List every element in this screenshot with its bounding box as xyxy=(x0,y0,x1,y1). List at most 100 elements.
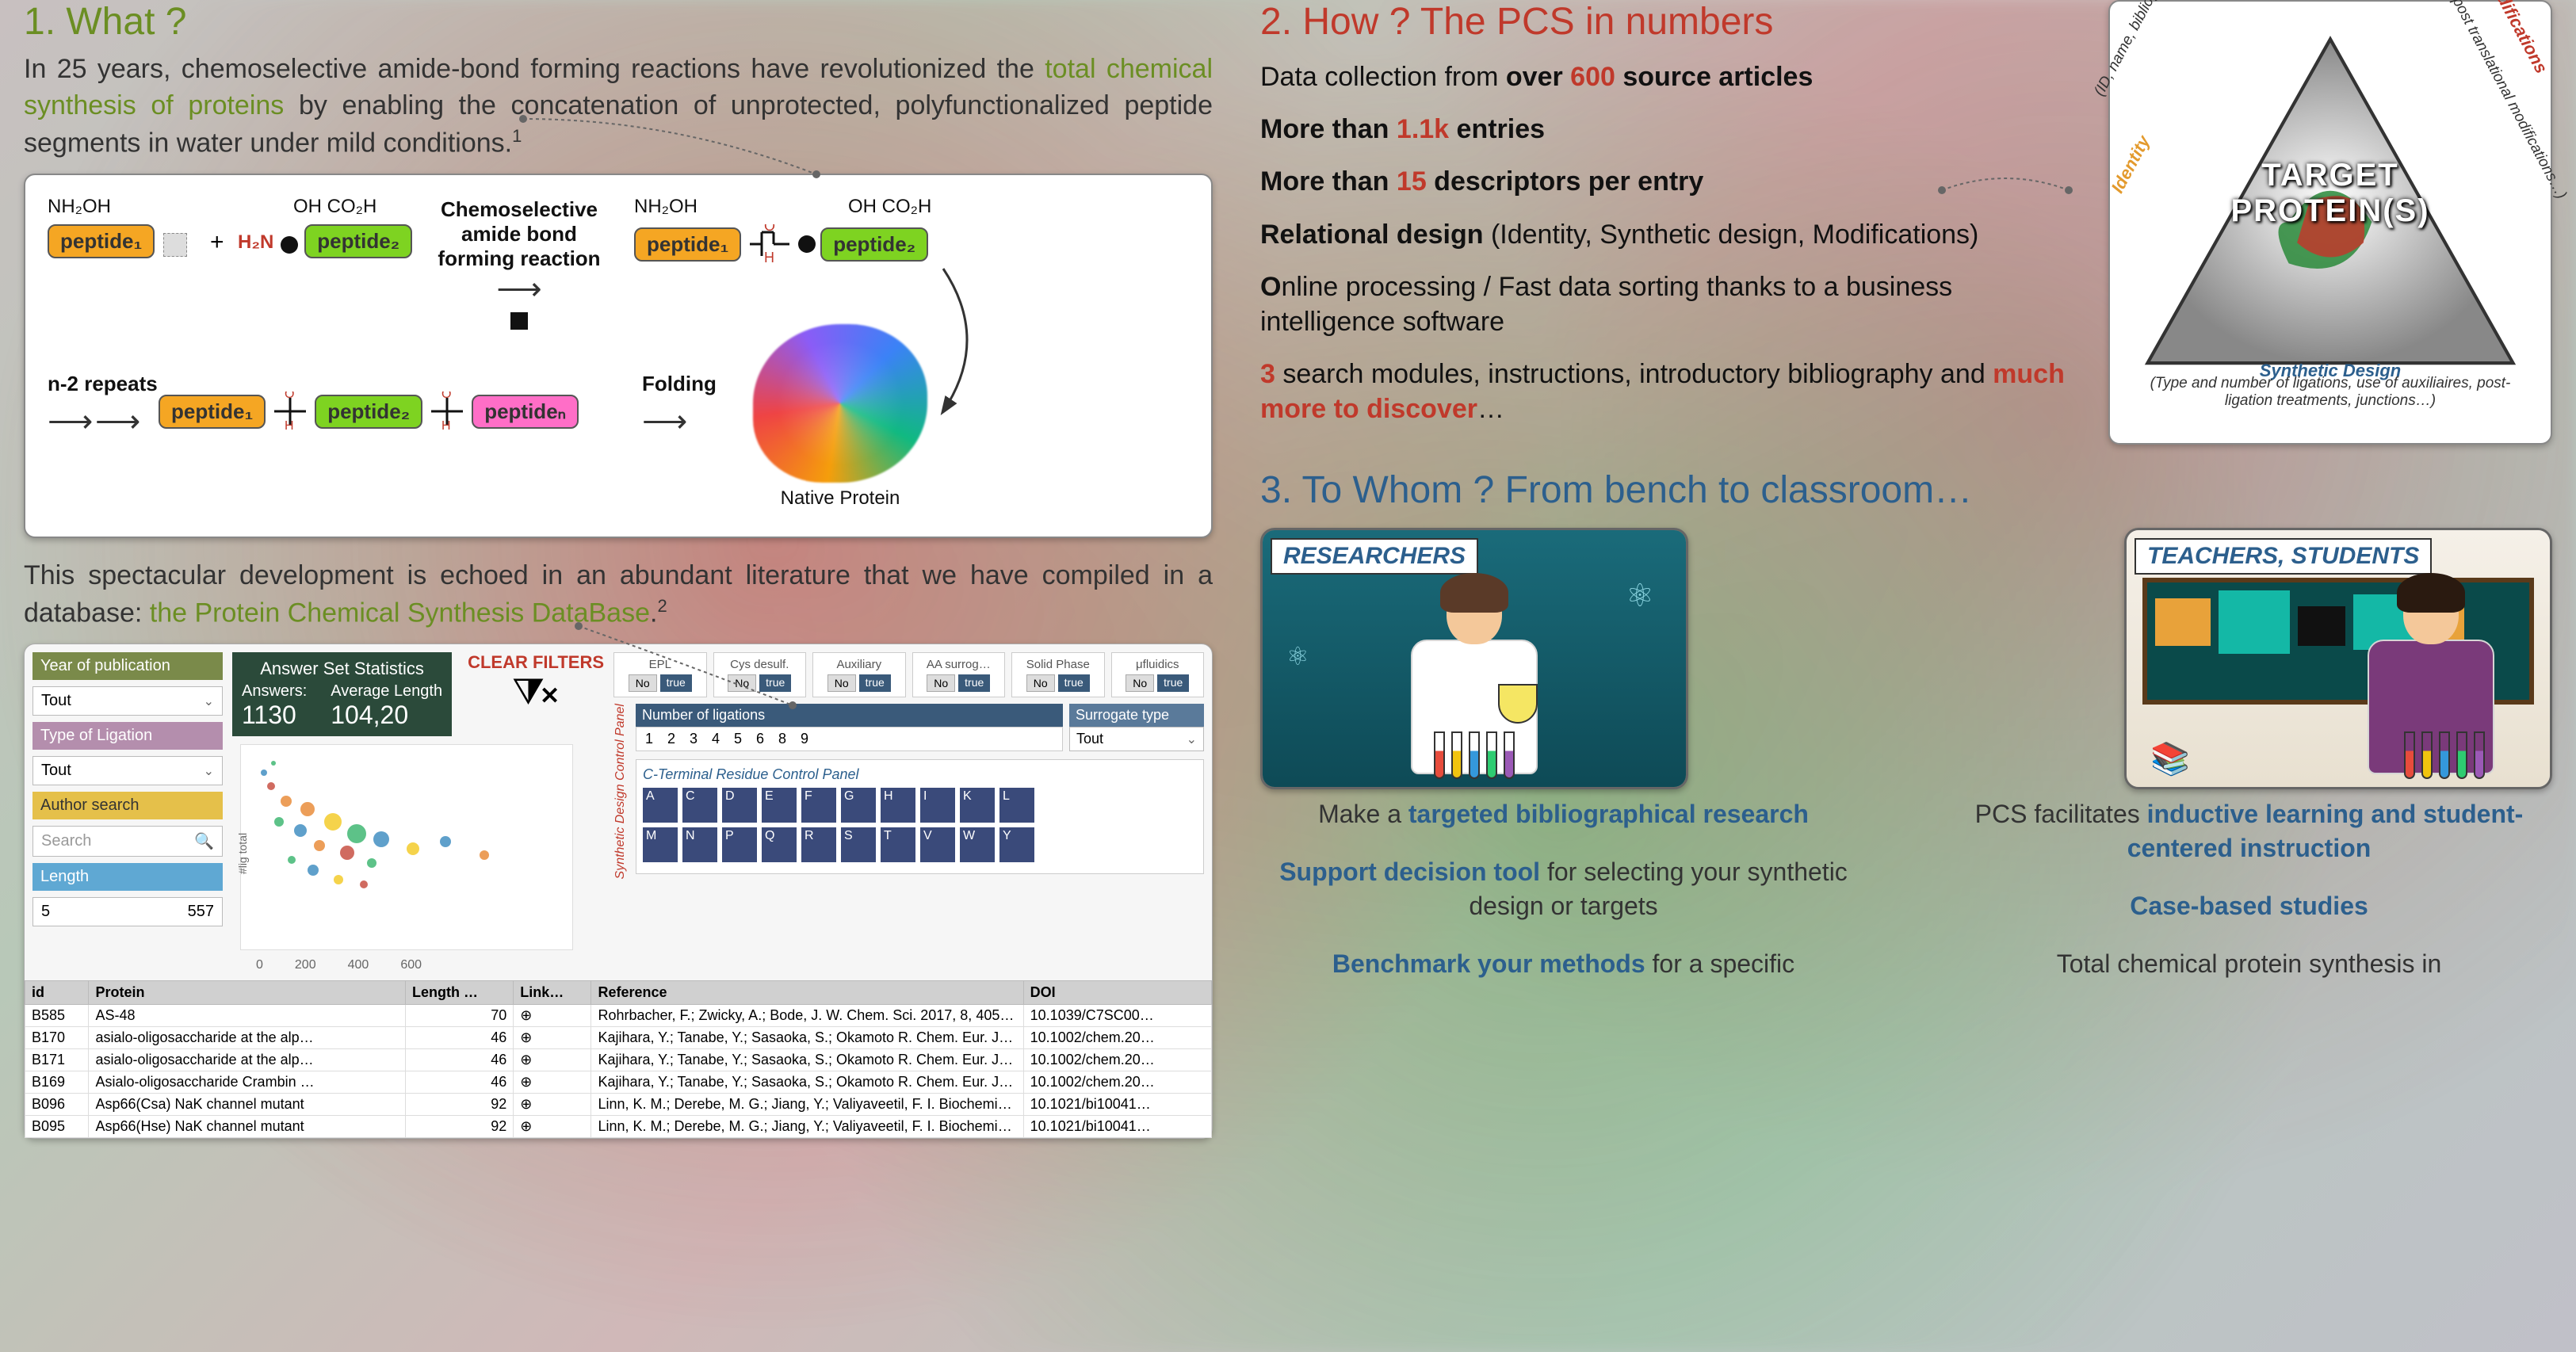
toggle-epl[interactable]: EPLNotrue xyxy=(613,652,707,697)
numlig-2[interactable]: 2 xyxy=(662,731,681,747)
chevron-down-icon: ⌄ xyxy=(204,693,214,709)
fx: ✕ xyxy=(540,683,560,709)
residue-D[interactable]: D xyxy=(722,788,757,823)
scatter-point xyxy=(274,817,284,827)
tc2: PROTEIN(S) xyxy=(2230,193,2429,229)
filter-year-select[interactable]: Tout ⌄ xyxy=(32,686,223,716)
filter-author-input[interactable]: Search🔍 xyxy=(32,826,223,857)
cell: 10.1002/chem.20… xyxy=(1023,1027,1211,1049)
residue-Y[interactable]: Y xyxy=(999,827,1034,862)
svg-text:O: O xyxy=(764,224,775,234)
lsel: Tout xyxy=(41,762,71,780)
table-row[interactable]: B171asialo-oligosaccharide at the alp…46… xyxy=(25,1049,1212,1071)
scatter-point xyxy=(281,796,292,807)
section3-title: 3. To Whom ? From bench to classroom… xyxy=(1260,468,2552,512)
xtick: 0 xyxy=(256,958,263,972)
r3a: Benchmark your methods xyxy=(1332,949,1645,978)
bullet-6: 3 search modules, instructions, introduc… xyxy=(1260,357,2093,426)
residue-Q[interactable]: Q xyxy=(762,827,797,862)
toggle-aasurrog[interactable]: AA surrog…Notrue xyxy=(912,652,1006,697)
cell: ⊕ xyxy=(514,1071,591,1094)
filter-length-range[interactable]: 5557 xyxy=(32,897,223,926)
toggle-solidphase[interactable]: Solid PhaseNotrue xyxy=(1011,652,1105,697)
residue-R[interactable]: R xyxy=(801,827,836,862)
residue-L[interactable]: L xyxy=(999,788,1034,823)
scatter-point xyxy=(324,813,342,831)
residue-H[interactable]: H xyxy=(881,788,915,823)
residue-S[interactable]: S xyxy=(841,827,876,862)
residue-W[interactable]: W xyxy=(960,827,995,862)
residue-V[interactable]: V xyxy=(920,827,955,862)
r1b: targeted bibliographical research xyxy=(1408,800,1809,828)
ssel: Tout xyxy=(1076,731,1103,747)
table-row[interactable]: B095Asp66(Hse) NaK channel mutant92⊕Linn… xyxy=(25,1116,1212,1138)
cell: B096 xyxy=(25,1094,89,1116)
numlig-1[interactable]: 1 xyxy=(640,731,659,747)
residue-C[interactable]: C xyxy=(682,788,717,823)
researchers-tag: RESEARCHERS xyxy=(1271,538,1478,575)
scatter-point xyxy=(480,850,489,860)
table-row[interactable]: B096Asp66(Csa) NaK channel mutant92⊕Linn… xyxy=(25,1094,1212,1116)
section1-title: 1. What ? xyxy=(24,0,1213,44)
filter-author-header: Author search xyxy=(32,792,223,819)
residue-N[interactable]: N xyxy=(682,827,717,862)
h2n: H₂N xyxy=(238,231,273,253)
numlig-3[interactable]: 3 xyxy=(684,731,703,747)
lmin: 5 xyxy=(41,903,50,921)
numlig-buttons[interactable]: 12345689 xyxy=(636,727,1063,751)
residue-A[interactable]: A xyxy=(643,788,678,823)
test-tube xyxy=(1486,731,1497,779)
b1a: Data collection from xyxy=(1260,62,1506,92)
residue-P[interactable]: P xyxy=(722,827,757,862)
residue-F[interactable]: F xyxy=(801,788,836,823)
residue-K[interactable]: K xyxy=(960,788,995,823)
amide-icon3: OH xyxy=(427,391,467,431)
cell: Kajihara, Y.; Tanabe, Y.; Sasaoka, S.; O… xyxy=(591,1071,1023,1094)
xtick: 200 xyxy=(295,958,316,972)
toggle-cysdesulf[interactable]: Cys desulf.Notrue xyxy=(713,652,807,697)
residue-G[interactable]: G xyxy=(841,788,876,823)
table-row[interactable]: B585AS-4870⊕Rohrbacher, F.; Zwicky, A.; … xyxy=(25,1005,1212,1027)
plus: + xyxy=(210,229,224,256)
b3b: 15 xyxy=(1397,166,1427,197)
peptide1-badge: peptide₁ xyxy=(48,224,155,258)
col-header: Reference xyxy=(591,981,1023,1005)
numlig-8[interactable]: 8 xyxy=(773,731,792,747)
numlig-4[interactable]: 4 xyxy=(706,731,725,747)
numlig-9[interactable]: 9 xyxy=(795,731,814,747)
toggle-auxiliary[interactable]: AuxiliaryNotrue xyxy=(812,652,906,697)
filter-ligation-select[interactable]: Tout⌄ xyxy=(32,756,223,785)
col-header: Protein xyxy=(89,981,406,1005)
p2em: the Protein Chemical Synthesis DataBase xyxy=(150,598,650,628)
native-protein-icon xyxy=(753,324,927,483)
cell: ⊕ xyxy=(514,1049,591,1071)
ysel: Tout xyxy=(41,692,71,710)
b3c: descriptors per entry xyxy=(1427,166,1704,197)
numlig-5[interactable]: 5 xyxy=(728,731,747,747)
b1b: over xyxy=(1506,62,1570,92)
ohco2h-1: OH CO₂H xyxy=(293,196,376,218)
table-row[interactable]: B170asialo-oligosaccharide at the alp…46… xyxy=(25,1027,1212,1049)
cell: Asp66(Csa) NaK channel mutant xyxy=(89,1094,406,1116)
clear-filters[interactable]: CLEAR FILTERS ⧩✕ xyxy=(468,652,604,709)
sd2: Control Panel xyxy=(613,704,627,781)
test-tube xyxy=(1451,731,1462,779)
peptide2-badge-2: peptide₂ xyxy=(820,227,928,262)
table-row[interactable]: B169Asialo-oligosaccharide Crambin …46⊕K… xyxy=(25,1071,1212,1094)
cell: 10.1039/C7SC00… xyxy=(1023,1005,1211,1027)
residue-M[interactable]: M xyxy=(643,827,678,862)
cell: ⊕ xyxy=(514,1094,591,1116)
residue-T[interactable]: T xyxy=(881,827,915,862)
b5a: O xyxy=(1260,272,1281,302)
residue-I[interactable]: I xyxy=(920,788,955,823)
scatter-point xyxy=(334,875,343,884)
toggle-fluidics[interactable]: μfluidicsNotrue xyxy=(1111,652,1205,697)
al: Answers: xyxy=(242,682,307,701)
cell: 92 xyxy=(406,1094,514,1116)
b4a: Relational design xyxy=(1260,220,1484,250)
numlig-6[interactable]: 6 xyxy=(751,731,770,747)
surrogate-select[interactable]: Tout⌄ xyxy=(1069,727,1204,751)
gv: 104,20 xyxy=(331,701,442,730)
residue-E[interactable]: E xyxy=(762,788,797,823)
ctcp: C-Terminal Residue Control Panel xyxy=(643,766,1197,783)
